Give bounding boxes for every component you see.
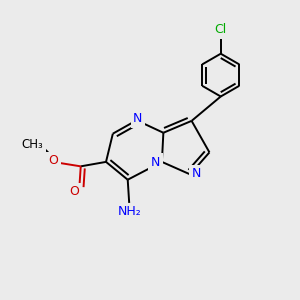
Text: O: O <box>48 154 58 167</box>
Text: NH₂: NH₂ <box>118 205 142 218</box>
Text: CH₃: CH₃ <box>22 138 44 152</box>
Text: N: N <box>151 156 160 169</box>
Text: Cl: Cl <box>214 23 227 36</box>
Text: N: N <box>133 112 142 125</box>
Text: O: O <box>69 185 79 198</box>
Text: N: N <box>192 167 201 180</box>
